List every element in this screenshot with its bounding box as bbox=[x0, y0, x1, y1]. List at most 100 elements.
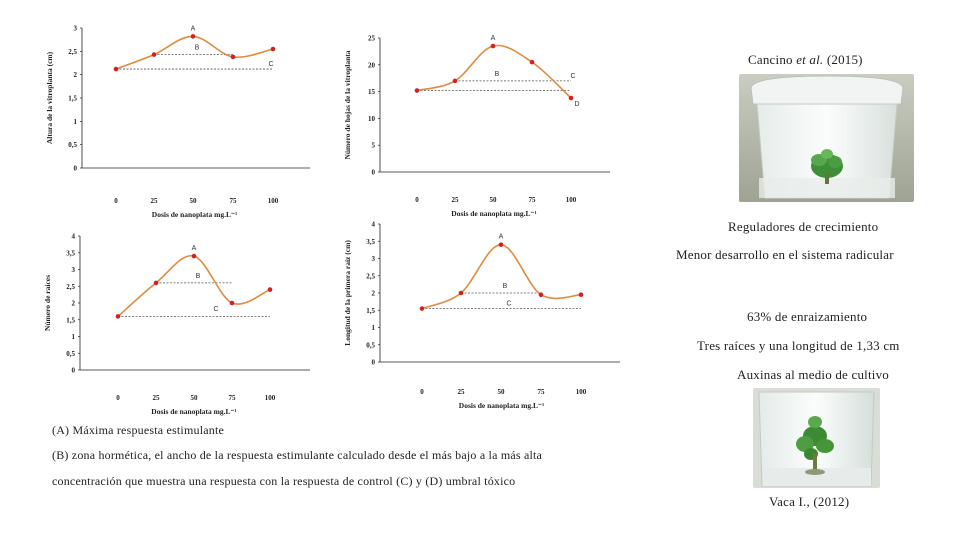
point-label-a: A bbox=[491, 35, 496, 42]
chart-altura-svg: 0 0,5 1 1,5 2 2,5 3 0 25 50 75 100 Dosis de nanoplat… bbox=[45, 25, 310, 219]
x-tick-label: 0 bbox=[114, 197, 118, 205]
data-point bbox=[538, 292, 544, 298]
point-label-a: A bbox=[191, 25, 196, 32]
y-tick-label: 25 bbox=[368, 35, 376, 43]
y-tick-label: 0 bbox=[372, 359, 376, 367]
data-point bbox=[452, 78, 458, 84]
data-point bbox=[270, 46, 276, 52]
x-tick-label: 0 bbox=[415, 196, 419, 204]
legend-a: (A) Máxima respuesta estimulante bbox=[52, 423, 225, 437]
text-menor-desarrollo: Menor desarrollo en el sistema radicular bbox=[676, 247, 894, 262]
response-curve bbox=[117, 255, 271, 318]
chart-altura: 0 0,5 1 1,5 2 2,5 3 0 25 50 75 100 Dosis de nanoplat… bbox=[30, 20, 320, 219]
text-enraizamiento: 63% de enraizamiento bbox=[747, 309, 868, 324]
point-label-b: B bbox=[195, 45, 200, 52]
y-tick-label: 1 bbox=[74, 118, 78, 126]
data-point bbox=[490, 43, 496, 49]
y-tick-label: 2 bbox=[372, 290, 376, 298]
point-label-b: B bbox=[503, 283, 508, 290]
y-tick-label: 1,5 bbox=[66, 316, 75, 324]
y-tick-label: 15 bbox=[368, 88, 376, 96]
x-tick-label: 50 bbox=[191, 394, 199, 402]
x-axis-label: Dosis de nanoplata mg.L⁻¹ bbox=[151, 407, 236, 416]
point-label-c: C bbox=[506, 301, 511, 308]
data-point bbox=[498, 242, 504, 247]
x-tick-label: 75 bbox=[529, 196, 537, 204]
chart-longitud: 0 0,5 1 1,5 2 2,5 3 3,5 4 0 25 50 75 100 Dosis de nano… bbox=[335, 218, 635, 410]
response-curve bbox=[115, 35, 274, 70]
y-tick-label: 3 bbox=[372, 255, 376, 263]
legend-c: concentración que muestra una respuesta … bbox=[52, 474, 516, 488]
point-label-c: C bbox=[570, 73, 575, 80]
x-tick-label: 50 bbox=[190, 197, 198, 205]
data-point bbox=[230, 54, 236, 60]
data-point bbox=[153, 280, 159, 286]
y-tick-label: 3 bbox=[74, 25, 78, 33]
y-tick-label: 2 bbox=[72, 300, 76, 308]
x-tick-label: 75 bbox=[229, 394, 237, 402]
y-tick-label: 0 bbox=[72, 367, 76, 375]
x-axis-label: Dosis de nanoplata mg.L⁻¹ bbox=[451, 209, 536, 218]
text-auxinas: Auxinas al medio de cultivo bbox=[737, 367, 889, 382]
ref-cancino-author: Cancino bbox=[748, 52, 793, 67]
y-axis-label: Altura de la vitroplanta (cm) bbox=[45, 51, 54, 144]
photo-cancino bbox=[739, 74, 914, 202]
point-label-a: A bbox=[192, 245, 197, 252]
y-tick-label: 1,5 bbox=[366, 307, 375, 315]
point-label-c: C bbox=[268, 61, 273, 68]
y-tick-label: 0,5 bbox=[366, 341, 375, 349]
data-point bbox=[458, 290, 464, 296]
text-reguladores: Reguladores de crecimiento bbox=[728, 219, 879, 234]
data-point bbox=[190, 34, 196, 39]
y-tick-label: 3,5 bbox=[66, 249, 75, 257]
x-tick-label: 25 bbox=[452, 196, 460, 204]
x-tick-label: 75 bbox=[230, 197, 238, 205]
point-label-d: D bbox=[574, 101, 579, 108]
ref-cancino-year: (2015) bbox=[826, 52, 863, 67]
data-point bbox=[568, 95, 574, 101]
point-label-b: B bbox=[196, 273, 201, 280]
data-point bbox=[414, 88, 420, 93]
y-tick-label: 1 bbox=[72, 333, 76, 341]
chart-hojas: 0 5 10 15 20 25 0 25 50 75 100 Dosis de nanoplata m… bbox=[335, 30, 625, 218]
x-tick-label: 50 bbox=[490, 196, 498, 204]
y-tick-label: 2 bbox=[74, 71, 78, 79]
x-tick-label: 25 bbox=[153, 394, 161, 402]
legend-b: (B) zona hormética, el ancho de la respu… bbox=[52, 448, 543, 462]
y-tick-label: 5 bbox=[372, 142, 376, 150]
y-axis-label: Número de hojas de la vitroplanta bbox=[343, 50, 352, 159]
y-tick-label: 0,5 bbox=[66, 350, 75, 358]
x-tick-label: 100 bbox=[268, 197, 279, 205]
data-point bbox=[419, 306, 425, 311]
y-tick-label: 0 bbox=[372, 169, 376, 177]
data-point bbox=[191, 253, 197, 259]
y-tick-label: 2,5 bbox=[66, 283, 75, 291]
x-axis-label: Dosis de nanoplata mg.L⁻¹ bbox=[152, 210, 237, 219]
y-tick-label: 1,5 bbox=[68, 95, 77, 103]
x-tick-label: 50 bbox=[498, 388, 506, 396]
data-point bbox=[151, 52, 157, 57]
data-point bbox=[115, 314, 121, 319]
y-tick-label: 20 bbox=[368, 61, 376, 69]
photo-vaca bbox=[753, 388, 880, 488]
data-point bbox=[229, 300, 235, 306]
chart-raices: 0 0,5 1 1,5 2 2,5 3 3,5 4 0 25 50 75 100 Dosis de nano… bbox=[30, 228, 320, 416]
data-point bbox=[267, 287, 273, 292]
data-point bbox=[113, 66, 119, 72]
data-point bbox=[529, 59, 535, 65]
chart-longitud-svg: 0 0,5 1 1,5 2 2,5 3 3,5 4 0 25 50 75 100 Dosis de nano… bbox=[343, 221, 620, 410]
y-tick-label: 2,5 bbox=[366, 272, 375, 280]
x-tick-label: 0 bbox=[116, 394, 120, 402]
x-tick-label: 100 bbox=[265, 394, 276, 402]
y-axis-label: Longitud de la primera raíz (cm) bbox=[343, 240, 352, 346]
point-label-b: B bbox=[495, 71, 500, 78]
y-tick-label: 0 bbox=[74, 165, 78, 173]
y-tick-label: 4 bbox=[72, 233, 76, 241]
point-label-c: C bbox=[213, 306, 218, 313]
y-tick-label: 1 bbox=[372, 324, 376, 332]
x-tick-label: 0 bbox=[420, 388, 424, 396]
chart-raices-svg: 0 0,5 1 1,5 2 2,5 3 3,5 4 0 25 50 75 100 Dosis de nano… bbox=[43, 233, 310, 416]
x-tick-label: 75 bbox=[538, 388, 546, 396]
point-label-a: A bbox=[499, 234, 504, 241]
x-axis-label: Dosis de nanoplata mg.L⁻¹ bbox=[459, 401, 544, 410]
